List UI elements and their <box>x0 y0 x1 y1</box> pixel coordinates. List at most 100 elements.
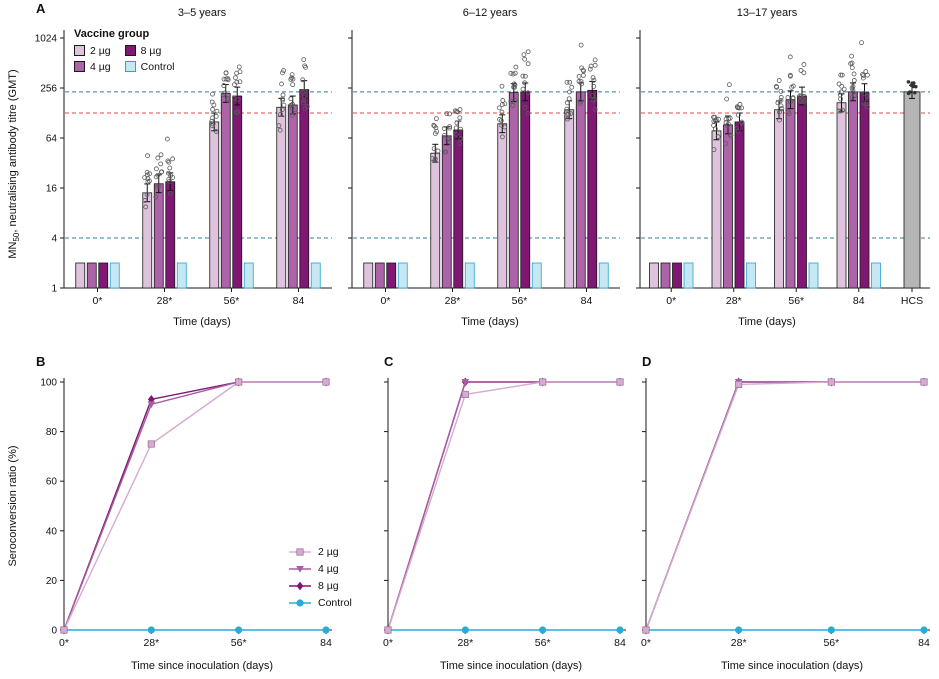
marker-circle <box>920 626 928 634</box>
legend-swatch-icon <box>74 45 85 56</box>
data-point <box>785 95 791 100</box>
data-point <box>290 82 296 88</box>
series-line <box>387 381 620 631</box>
marker-circle <box>147 626 155 634</box>
data-point <box>841 86 847 92</box>
data-point <box>591 77 597 83</box>
tick-label: 64 <box>46 134 58 145</box>
data-point <box>838 72 844 78</box>
data-point <box>787 54 793 60</box>
bar <box>587 89 598 289</box>
data-point <box>566 111 572 117</box>
data-point <box>726 82 732 88</box>
barchart-3-5-years-plot: 1 4 16 64 256 1024 0* 28* 56* 84 <box>35 30 332 307</box>
tick-label: 4 <box>51 234 57 245</box>
data-point <box>234 110 239 115</box>
data-point <box>839 83 845 89</box>
data-point <box>210 121 216 127</box>
data-point <box>802 97 808 103</box>
data-point <box>214 108 220 114</box>
data-point <box>145 176 151 181</box>
bar <box>209 121 220 289</box>
data-point <box>521 52 527 58</box>
data-point-hcs <box>911 81 916 85</box>
data-point <box>442 132 447 138</box>
sero-legend-item-8-µg: 8 µg <box>288 580 352 592</box>
data-point <box>591 84 597 89</box>
series-line <box>63 381 326 631</box>
data-point <box>863 69 869 74</box>
barchart-title-13-17: 13–17 years <box>736 7 798 19</box>
tick-label: 28* <box>731 637 747 649</box>
bar <box>386 262 397 289</box>
data-point <box>849 53 855 59</box>
data-point <box>210 91 215 97</box>
data-point <box>290 76 296 82</box>
bar <box>165 181 176 289</box>
vaccine-group-legend-title: Vaccine group <box>74 28 150 40</box>
marker-square <box>539 378 547 386</box>
data-point <box>277 127 283 133</box>
data-point <box>564 100 570 106</box>
data-point <box>430 156 435 162</box>
data-point <box>578 98 584 104</box>
marker-square <box>322 378 330 386</box>
data-point <box>213 114 219 119</box>
legend-marker-diamond-icon <box>289 581 311 591</box>
data-point <box>713 118 719 124</box>
data-point <box>525 49 531 55</box>
data-point <box>142 198 148 203</box>
bar <box>363 262 374 289</box>
tick-label: 84 <box>581 295 593 307</box>
data-point <box>579 81 584 87</box>
data-point <box>276 123 282 129</box>
bar <box>836 102 847 289</box>
data-point <box>432 156 438 162</box>
bar <box>672 262 682 289</box>
marker-square <box>147 440 155 448</box>
data-point <box>590 75 596 80</box>
data-point <box>511 84 517 90</box>
data-point <box>565 116 570 122</box>
data-point <box>455 109 460 115</box>
tick-label: 56* <box>231 637 247 649</box>
barchart-title-6-12: 6–12 years <box>462 7 518 19</box>
panel-letter-d: D <box>642 354 652 369</box>
data-point <box>300 77 306 83</box>
data-point <box>496 105 502 111</box>
bar <box>287 104 298 289</box>
data-point <box>209 99 215 105</box>
tick-label: 84 <box>918 637 930 649</box>
legend-swatch-icon <box>124 61 136 72</box>
marker-triangle <box>147 401 156 409</box>
bar <box>98 262 109 289</box>
data-point <box>778 95 784 100</box>
data-point <box>723 141 729 147</box>
tick-label: 28* <box>457 637 473 649</box>
data-point <box>146 178 152 184</box>
bar <box>453 129 464 289</box>
tick-label: HCS <box>901 295 923 307</box>
bar <box>683 262 694 289</box>
tick-label: 56* <box>224 295 240 307</box>
data-point <box>580 73 586 78</box>
legend-label: 8 µg <box>140 44 162 57</box>
data-point <box>441 126 447 131</box>
bar <box>520 91 531 289</box>
data-point <box>520 73 526 79</box>
tick-label: 28* <box>726 295 742 307</box>
tick-label: 1 <box>51 284 57 295</box>
marker-square <box>735 380 743 389</box>
data-point <box>144 192 150 197</box>
tick-label: 0 <box>51 626 57 637</box>
data-point <box>777 109 782 115</box>
data-point <box>168 190 173 196</box>
marker-circle <box>735 626 743 634</box>
data-point <box>154 166 159 172</box>
data-point <box>497 117 503 122</box>
marker-square <box>384 626 392 634</box>
tick-label: 0* <box>381 295 391 307</box>
data-point <box>715 134 721 140</box>
legend-marker-triangle-icon <box>289 566 311 573</box>
data-point <box>289 105 295 111</box>
